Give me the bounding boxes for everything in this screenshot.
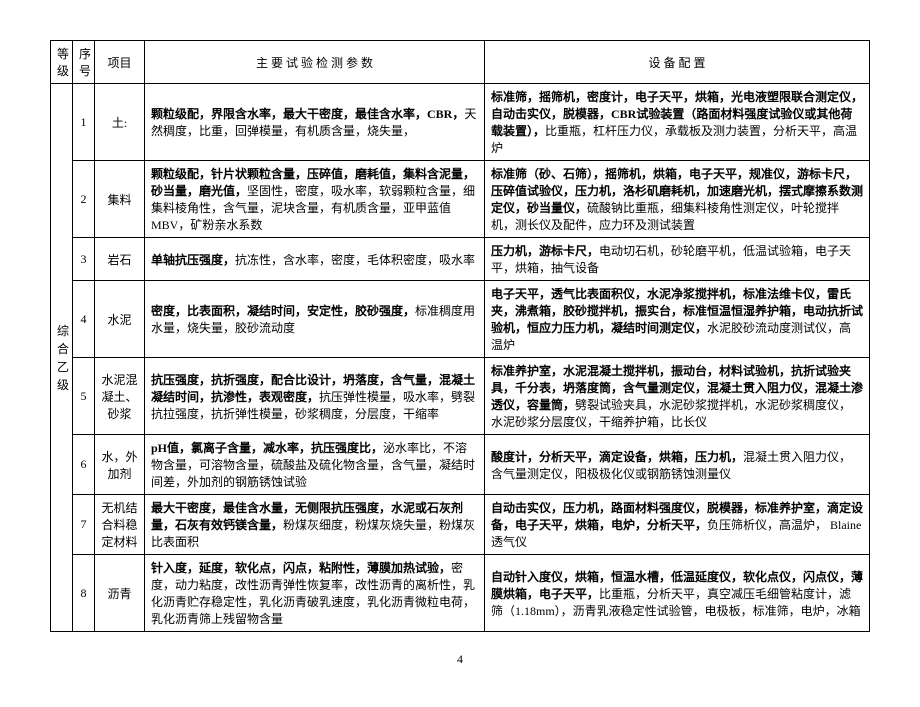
seq-cell: 8 bbox=[73, 555, 95, 632]
params-cell: 最大干密度，最佳含水量，无侧限抗压强度，水泥或石灰剂量，石灰有效钙镁含量，粉煤灰… bbox=[145, 495, 485, 555]
equipment-cell: 标准筛（砂、石筛），摇筛机，烘箱，电子天平，规准仪，游标卡尺，压碎值试验仪，压力… bbox=[485, 161, 870, 238]
params-cell: 针入度，延度，软化点，闪点，粘附性，薄膜加热试验，密度，动力粘度，改性沥青弹性恢… bbox=[145, 555, 485, 632]
header-equipment: 设 备 配 置 bbox=[485, 41, 870, 84]
header-level: 等级 bbox=[51, 41, 73, 84]
equipment-cell: 酸度计，分析天平，滴定设备，烘箱，压力机，混凝土贯入阻力仪，含气量测定仪，阳极极… bbox=[485, 435, 870, 495]
seq-cell: 3 bbox=[73, 238, 95, 281]
table-row: 2集料颗粒级配，针片状颗粒含量，压碎值，磨耗值，集料含泥量，砂当量，磨光值，坚固… bbox=[51, 161, 870, 238]
project-cell: 沥青 bbox=[95, 555, 145, 632]
seq-cell: 1 bbox=[73, 84, 95, 161]
seq-cell: 6 bbox=[73, 435, 95, 495]
equipment-cell: 自动针入度仪，烘箱，恒温水槽，低温延度仪，软化点仪，闪点仪，薄膜烘箱，电子天平，… bbox=[485, 555, 870, 632]
params-cell: 抗压强度，抗折强度，配合比设计，坍落度，含气量，混凝土凝结时间，抗渗性，表观密度… bbox=[145, 358, 485, 435]
project-cell: 水泥 bbox=[95, 281, 145, 358]
seq-cell: 7 bbox=[73, 495, 95, 555]
test-parameters-table: 等级 序号 项目 主 要 试 验 检 测 参 数 设 备 配 置 综合乙级1土:… bbox=[50, 40, 870, 632]
params-cell: 单轴抗压强度，抗冻性，含水率，密度，毛体积密度，吸水率 bbox=[145, 238, 485, 281]
equipment-cell: 标准养护室，水泥混凝土搅拌机，振动台，材料试验机，抗折试验夹具，千分表，坍落度筒… bbox=[485, 358, 870, 435]
params-cell: 颗粒级配，界限含水率，最大干密度，最佳含水率，CBR，天然稠度，比重，回弹模量，… bbox=[145, 84, 485, 161]
equipment-cell: 自动击实仪，压力机，路面材料强度仪，脱模器，标准养护室，滴定设备，电子天平，烘箱… bbox=[485, 495, 870, 555]
equipment-cell: 压力机，游标卡尺，电动切石机，砂轮磨平机，低温试验箱，电子天平，烘箱，抽气设备 bbox=[485, 238, 870, 281]
table-row: 5水泥混凝土、砂浆抗压强度，抗折强度，配合比设计，坍落度，含气量，混凝土凝结时间… bbox=[51, 358, 870, 435]
page-number: 4 bbox=[50, 652, 870, 667]
table-row: 6水，外加剂pH值，氯离子含量，减水率，抗压强度比，泌水率比，不溶物含量，可溶物… bbox=[51, 435, 870, 495]
table-row: 7无机结合料稳定材料最大干密度，最佳含水量，无侧限抗压强度，水泥或石灰剂量，石灰… bbox=[51, 495, 870, 555]
seq-cell: 2 bbox=[73, 161, 95, 238]
table-row: 3岩石单轴抗压强度，抗冻性，含水率，密度，毛体积密度，吸水率压力机，游标卡尺，电… bbox=[51, 238, 870, 281]
seq-cell: 5 bbox=[73, 358, 95, 435]
project-cell: 集料 bbox=[95, 161, 145, 238]
equipment-cell: 电子天平，透气比表面积仪，水泥净浆搅拌机，标准法维卡仪，雷氏夹，沸煮箱，胶砂搅拌… bbox=[485, 281, 870, 358]
header-project: 项目 bbox=[95, 41, 145, 84]
level-cell: 综合乙级 bbox=[51, 84, 73, 632]
params-cell: pH值，氯离子含量，减水率，抗压强度比，泌水率比，不溶物含量，可溶物含量，硫酸盐… bbox=[145, 435, 485, 495]
project-cell: 水泥混凝土、砂浆 bbox=[95, 358, 145, 435]
table-row: 综合乙级1土:颗粒级配，界限含水率，最大干密度，最佳含水率，CBR，天然稠度，比… bbox=[51, 84, 870, 161]
seq-cell: 4 bbox=[73, 281, 95, 358]
params-cell: 密度，比表面积，凝结时间，安定性，胶砂强度，标准稠度用水量，烧失量，胶砂流动度 bbox=[145, 281, 485, 358]
project-cell: 无机结合料稳定材料 bbox=[95, 495, 145, 555]
project-cell: 土: bbox=[95, 84, 145, 161]
project-cell: 水，外加剂 bbox=[95, 435, 145, 495]
header-seq: 序号 bbox=[73, 41, 95, 84]
table-row: 8沥青针入度，延度，软化点，闪点，粘附性，薄膜加热试验，密度，动力粘度，改性沥青… bbox=[51, 555, 870, 632]
table-row: 4水泥密度，比表面积，凝结时间，安定性，胶砂强度，标准稠度用水量，烧失量，胶砂流… bbox=[51, 281, 870, 358]
equipment-cell: 标准筛，摇筛机，密度计，电子天平，烘箱，光电液塑限联合测定仪，自动击实仪，脱模器… bbox=[485, 84, 870, 161]
header-params: 主 要 试 验 检 测 参 数 bbox=[145, 41, 485, 84]
project-cell: 岩石 bbox=[95, 238, 145, 281]
params-cell: 颗粒级配，针片状颗粒含量，压碎值，磨耗值，集料含泥量，砂当量，磨光值，坚固性，密… bbox=[145, 161, 485, 238]
